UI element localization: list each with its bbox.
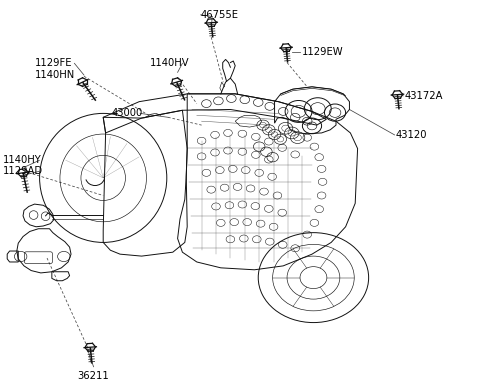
Text: 46755E: 46755E [201, 10, 239, 20]
Text: 1129AD: 1129AD [2, 166, 43, 176]
Text: 36211: 36211 [78, 371, 109, 381]
Text: 43000: 43000 [112, 108, 143, 118]
Text: 1140HY: 1140HY [2, 155, 41, 165]
Text: 1129EW: 1129EW [301, 47, 343, 57]
Text: 1140HN: 1140HN [35, 70, 75, 80]
Text: 1129FE: 1129FE [35, 58, 72, 68]
Text: 1140HV: 1140HV [150, 58, 190, 68]
Text: 43120: 43120 [396, 130, 427, 140]
Text: 43172A: 43172A [404, 91, 443, 101]
